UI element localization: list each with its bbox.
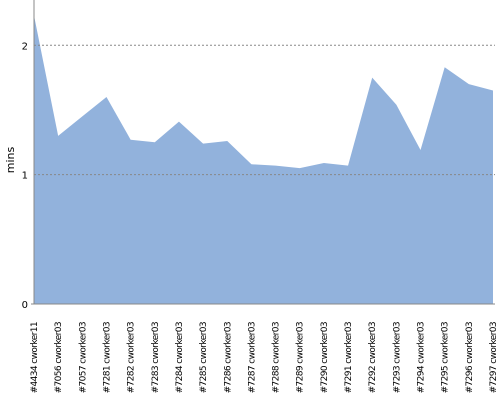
x-tick-label: #7056 cworker03 — [54, 322, 64, 393]
x-tick-label: #4434 cworker11 — [30, 322, 40, 393]
x-tick-label: #7294 cworker03 — [417, 322, 427, 393]
x-tick-label: #7285 cworker03 — [199, 322, 209, 393]
x-tick-label: #7284 cworker03 — [175, 322, 185, 393]
y-tick-label: 0 — [22, 300, 28, 311]
x-tick-label: #7282 cworker03 — [127, 322, 137, 393]
y-tick-label: 1 — [22, 171, 28, 182]
y-tick-label: 2 — [22, 41, 28, 52]
x-tick-label: #7057 cworker03 — [78, 322, 88, 393]
x-tick-label: #7295 cworker03 — [441, 322, 451, 393]
x-tick-label: #7292 cworker03 — [368, 322, 378, 393]
x-tick-label: #7291 cworker03 — [344, 322, 354, 393]
x-tick-label: #7293 cworker03 — [392, 322, 402, 393]
x-tick-label: #7290 cworker03 — [320, 322, 330, 393]
area — [34, 15, 493, 304]
x-tick-label: #7289 cworker03 — [296, 322, 306, 393]
x-tick-label: #7297 cworker03 — [489, 322, 499, 393]
x-tick-label: #7288 cworker03 — [272, 322, 282, 393]
x-tick-label: #7286 cworker03 — [223, 322, 233, 393]
y-axis-label: mins — [4, 146, 17, 173]
x-tick-label: #7281 cworker03 — [102, 322, 112, 393]
x-tick-label: #7287 cworker03 — [247, 322, 257, 393]
x-tick-label: #7296 cworker03 — [465, 322, 475, 393]
x-tick-label: #7283 cworker03 — [151, 322, 161, 393]
